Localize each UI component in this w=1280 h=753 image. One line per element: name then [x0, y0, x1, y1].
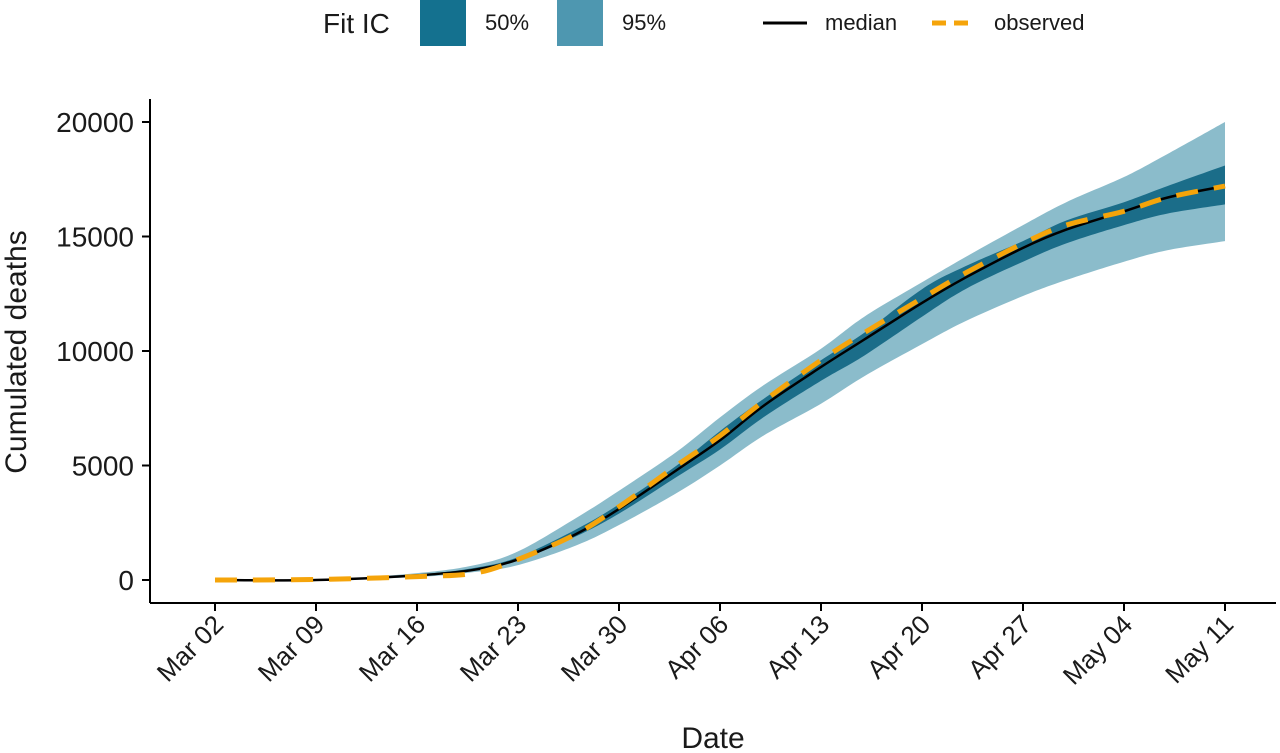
y-tick-label: 10000 [56, 336, 134, 367]
legend-swatch-50 [420, 0, 466, 46]
series-line-median [214, 184, 1226, 582]
series-line-observed [214, 183, 1226, 583]
x-axis-title: Date [681, 722, 744, 753]
x-tick-label: Mar 16 [353, 609, 431, 687]
legend-title: Fit IC [323, 8, 390, 39]
y-axis-ticks: 0 5000 10000 15000 20000 [56, 107, 150, 596]
y-tick-label: 0 [118, 565, 134, 596]
legend-label-95: 95% [622, 10, 666, 35]
y-tick-label: 5000 [72, 451, 134, 482]
y-tick-label: 20000 [56, 107, 134, 138]
x-tick-label: Mar 23 [454, 609, 532, 687]
legend-label-median: median [825, 10, 897, 35]
line-layer [214, 183, 1226, 583]
ribbon-layer [215, 122, 1225, 581]
x-tick-label: Apr 20 [861, 609, 936, 684]
x-tick-label: Mar 30 [555, 609, 633, 687]
x-tick-label: May 04 [1057, 609, 1139, 691]
legend-swatch-95 [557, 0, 603, 46]
x-tick-label: Apr 13 [760, 609, 835, 684]
legend-label-50: 50% [485, 10, 529, 35]
x-tick-label: May 11 [1159, 609, 1239, 689]
x-tick-label: Apr 06 [659, 609, 734, 684]
x-axis-ticks: Mar 02 Mar 09 Mar 16 Mar 23 Mar 30 Apr 06 Apr … [151, 603, 1239, 691]
y-tick-label: 15000 [56, 222, 134, 253]
x-tick-label: Mar 02 [151, 609, 229, 687]
x-tick-label: Apr 27 [962, 609, 1037, 684]
ribbon-95 [215, 122, 1225, 581]
y-axis-title: Cumulated deaths [0, 230, 33, 474]
legend: Fit IC 50% 95% median observed [323, 0, 1085, 46]
x-tick-label: Mar 09 [252, 609, 330, 687]
legend-label-observed: observed [994, 10, 1085, 35]
